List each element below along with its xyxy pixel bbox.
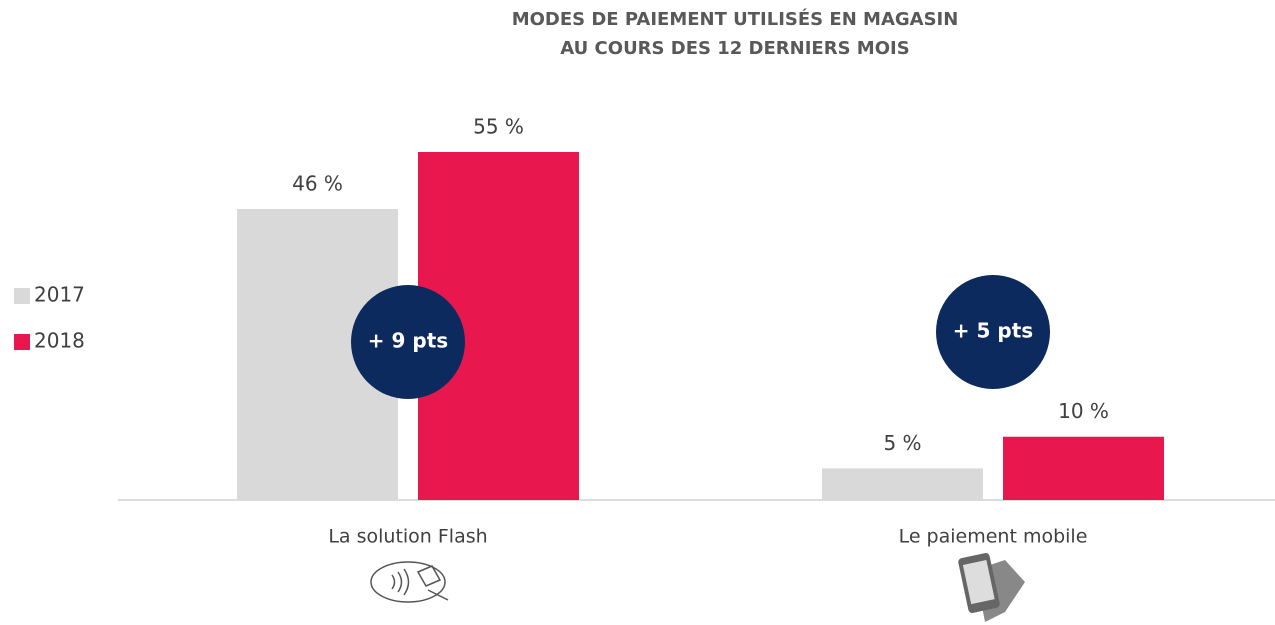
value-label: 55 % [473, 115, 524, 139]
mobile-icon [958, 553, 1025, 622]
legend-swatch [14, 288, 30, 304]
chart-title: MODES DE PAIEMENT UTILISÉS EN MAGASIN [512, 8, 959, 30]
value-label: 5 % [883, 431, 921, 455]
legend-label: 2017 [34, 283, 85, 307]
annotation: + 9 pts [368, 329, 448, 353]
contactless-icon [370, 561, 449, 603]
annotation-badge [936, 275, 1050, 389]
value-label: 10 % [1058, 399, 1109, 423]
legend-swatch [14, 334, 30, 350]
value-label: 46 % [292, 171, 343, 195]
legend-label: 2018 [34, 329, 85, 353]
annotation-badge [351, 285, 465, 399]
x-tick-label: Le paiement mobile [899, 526, 1088, 548]
bar [822, 468, 983, 500]
chart-title: AU COURS DES 12 DERNIERS MOIS [560, 38, 909, 59]
x-tick-label: La solution Flash [328, 526, 487, 548]
annotation: + 5 pts [953, 319, 1033, 343]
bar [1003, 436, 1164, 500]
